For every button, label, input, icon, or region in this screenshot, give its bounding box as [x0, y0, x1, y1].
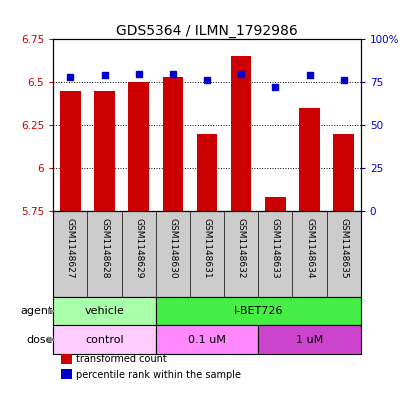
Text: agent: agent [20, 306, 52, 316]
Bar [162, 77, 183, 211]
Text: GSM1148627: GSM1148627 [66, 218, 75, 278]
Bar [60, 91, 81, 211]
Title: GDS5364 / ILMN_1792986: GDS5364 / ILMN_1792986 [116, 24, 297, 38]
Bar [53, 325, 155, 354]
Text: GSM1148631: GSM1148631 [202, 218, 211, 278]
Bar [155, 297, 360, 325]
Text: percentile rank within the sample: percentile rank within the sample [76, 369, 240, 380]
Text: GSM1148634: GSM1148634 [304, 218, 313, 278]
Text: GSM1148630: GSM1148630 [168, 218, 177, 278]
Text: GSM1148629: GSM1148629 [134, 218, 143, 278]
Text: GSM1148632: GSM1148632 [236, 218, 245, 278]
Bar [128, 82, 148, 211]
Text: 1 uM: 1 uM [295, 334, 322, 345]
Text: vehicle: vehicle [84, 306, 124, 316]
Text: GSM1148635: GSM1148635 [338, 218, 347, 278]
Text: dose: dose [26, 334, 52, 345]
Text: GSM1148628: GSM1148628 [100, 218, 109, 278]
Text: GSM1148633: GSM1148633 [270, 218, 279, 278]
Bar [53, 297, 155, 325]
Bar [333, 134, 353, 211]
Text: transformed count: transformed count [76, 354, 166, 364]
Bar [230, 57, 251, 211]
Bar [94, 91, 115, 211]
Bar [265, 197, 285, 211]
Text: 0.1 uM: 0.1 uM [188, 334, 225, 345]
Bar [196, 134, 217, 211]
Bar [155, 325, 258, 354]
Text: control: control [85, 334, 124, 345]
Bar [258, 325, 360, 354]
Bar [299, 108, 319, 211]
Text: I-BET726: I-BET726 [233, 306, 282, 316]
